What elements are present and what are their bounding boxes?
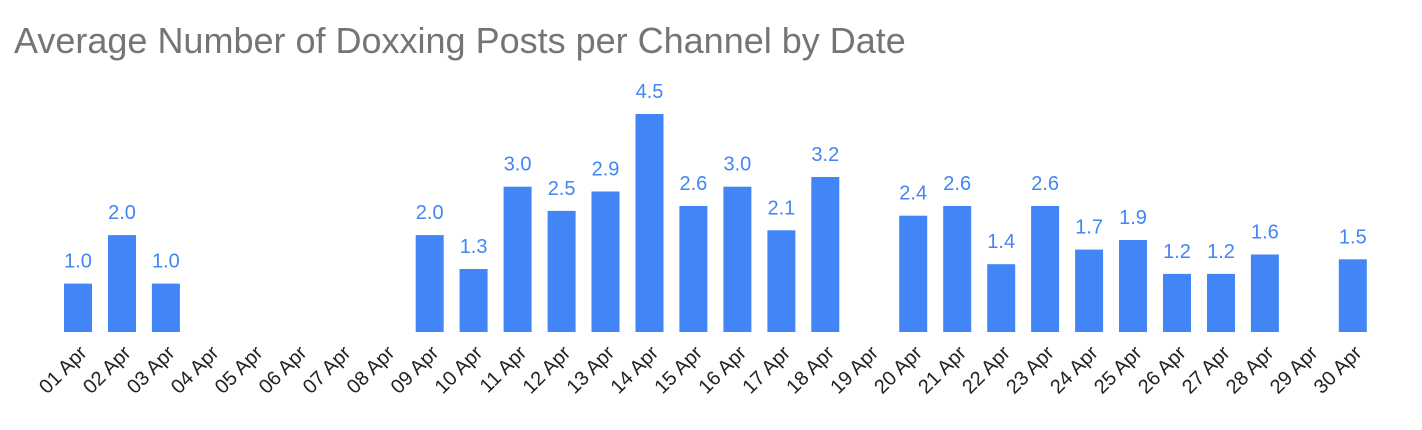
- bar: [899, 215, 928, 332]
- x-tick-label: 20 Apr: [870, 342, 927, 399]
- bar: [151, 283, 180, 332]
- data-label: 1.6: [1251, 222, 1279, 244]
- x-tick-label: 13 Apr: [563, 342, 620, 399]
- x-tick-label: 14 Apr: [607, 342, 664, 399]
- x-tick-label: 09 Apr: [387, 342, 444, 399]
- bar: [1119, 240, 1147, 332]
- data-label: 1.2: [1163, 241, 1191, 263]
- bar: [987, 264, 1016, 332]
- data-label: 2.0: [416, 202, 444, 224]
- data-label: 1.9: [1119, 207, 1147, 229]
- x-tick-label: 19 Apr: [826, 342, 883, 399]
- data-label: 2.1: [767, 197, 795, 219]
- data-label: 2.6: [679, 173, 707, 195]
- x-tick-label: 24 Apr: [1046, 342, 1103, 399]
- x-tick-label: 06 Apr: [255, 342, 312, 399]
- data-label: 1.0: [64, 251, 92, 273]
- bar: [723, 186, 752, 332]
- x-tick-label: 03 Apr: [123, 342, 180, 399]
- bar: [1250, 254, 1279, 332]
- x-tick-label: 28 Apr: [1222, 342, 1279, 399]
- x-tick-label: 22 Apr: [958, 342, 1015, 399]
- x-tick-label: 17 Apr: [738, 342, 795, 399]
- data-label: 3.0: [504, 154, 532, 176]
- x-tick-label: 11 Apr: [476, 342, 532, 398]
- x-tick-label: 10 Apr: [431, 342, 488, 399]
- bar: [108, 235, 136, 332]
- x-tick-label: 12 Apr: [519, 342, 576, 399]
- data-label: 1.2: [1207, 241, 1235, 263]
- x-tick-label: 16 Apr: [694, 342, 751, 399]
- x-tick-label: 01 Apr: [35, 342, 92, 399]
- x-tick-label: 25 Apr: [1090, 342, 1147, 399]
- bar: [1031, 206, 1060, 332]
- data-label: 3.2: [811, 144, 839, 166]
- data-label: 3.0: [723, 154, 751, 176]
- data-label: 4.5: [636, 81, 664, 103]
- bar: [415, 235, 444, 332]
- data-label: 2.6: [1031, 173, 1059, 195]
- x-tick-label: 08 Apr: [343, 342, 400, 399]
- x-tick-label: 04 Apr: [167, 342, 224, 399]
- bar: [591, 191, 620, 332]
- x-tick-label: 21 Apr: [914, 342, 971, 399]
- bar: [547, 210, 576, 332]
- bar: [811, 177, 840, 332]
- x-tick-label: 26 Apr: [1134, 342, 1191, 399]
- data-label: 2.4: [899, 183, 927, 205]
- x-tick-label: 18 Apr: [782, 342, 839, 399]
- bar: [943, 206, 972, 332]
- x-tick-label: 05 Apr: [211, 342, 268, 399]
- data-label: 1.7: [1075, 217, 1103, 239]
- x-tick-label: 27 Apr: [1178, 342, 1235, 399]
- bar: [1075, 249, 1104, 332]
- bar: [1338, 259, 1367, 332]
- data-label: 1.0: [152, 251, 180, 273]
- bar: [503, 186, 532, 332]
- bar: [459, 269, 488, 332]
- data-label: 2.6: [943, 173, 971, 195]
- data-label: 1.4: [987, 231, 1015, 253]
- bar: [767, 230, 796, 332]
- x-tick-label: 23 Apr: [1002, 342, 1059, 399]
- x-tick-label: 07 Apr: [299, 342, 356, 399]
- bar: [679, 206, 708, 332]
- data-label: 1.5: [1339, 226, 1367, 248]
- data-label: 2.9: [592, 159, 620, 181]
- bar: [64, 283, 92, 332]
- x-tick-label: 02 Apr: [79, 342, 136, 399]
- x-tick-label: 30 Apr: [1310, 342, 1367, 399]
- data-label: 2.5: [548, 178, 576, 200]
- data-label: 2.0: [108, 202, 136, 224]
- data-label: 1.3: [460, 236, 488, 258]
- chart-title: Average Number of Doxxing Posts per Chan…: [14, 20, 906, 61]
- bar: [635, 114, 664, 332]
- x-tick-label: 15 Apr: [650, 342, 707, 399]
- x-tick-label: 29 Apr: [1266, 342, 1323, 399]
- bar: [1163, 273, 1191, 332]
- bar: [1207, 273, 1235, 332]
